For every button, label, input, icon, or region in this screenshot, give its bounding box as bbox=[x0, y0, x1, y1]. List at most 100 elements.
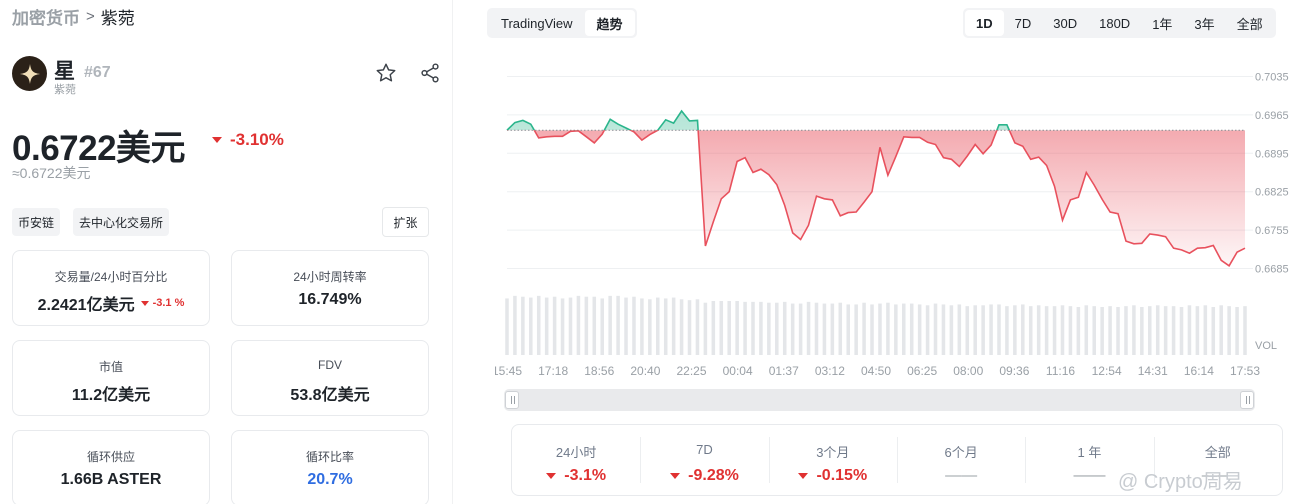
volume-bar bbox=[830, 303, 835, 355]
range-all[interactable]: 全部 bbox=[1236, 16, 1263, 32]
star-logo-icon bbox=[12, 56, 47, 91]
volume-bar bbox=[822, 303, 827, 355]
range-30d[interactable]: 30D bbox=[1053, 15, 1078, 31]
volume-bar bbox=[997, 304, 1001, 355]
volume-bar bbox=[1187, 305, 1192, 355]
volume-bar bbox=[1227, 306, 1231, 355]
volume-bar bbox=[656, 297, 660, 355]
range-1y[interactable]: 1年 bbox=[1152, 16, 1173, 32]
y-tick-label: 0.6895 bbox=[1255, 148, 1289, 160]
breadcrumb: 加密货币 > 紫菀 bbox=[12, 4, 135, 29]
volume-bar bbox=[965, 306, 970, 355]
price-line-down bbox=[507, 130, 1246, 267]
x-tick-label: 09:36 bbox=[999, 364, 1029, 378]
stat-value-row: 2.2421亿美元 -3.1 % bbox=[13, 291, 209, 315]
price-chart[interactable]: 0.7035 0.6965 0.6895 0.6825 0.6755 0.6685 VOL 1… bbox=[495, 55, 1300, 385]
watermark: @ Crypto周易 bbox=[1118, 465, 1243, 494]
stat-change: -3.1 % bbox=[140, 297, 184, 309]
range-handle-right[interactable] bbox=[1240, 391, 1254, 409]
volume-bar bbox=[1052, 306, 1057, 355]
chevron-right-icon: > bbox=[86, 8, 95, 25]
favorite-star-icon[interactable] bbox=[375, 62, 397, 84]
volume-bar bbox=[933, 303, 938, 355]
volume-bar bbox=[1100, 307, 1104, 355]
x-tick-label: 08:00 bbox=[953, 364, 983, 378]
stat-value: 1.66B ASTER bbox=[60, 471, 162, 488]
range-1d[interactable]: 1D bbox=[965, 10, 1004, 36]
volume-bar bbox=[552, 296, 557, 355]
volume-bar bbox=[846, 304, 850, 355]
chart-range-scrollbar[interactable] bbox=[504, 389, 1255, 411]
volume-bar bbox=[759, 301, 763, 355]
stat-value: 53.8亿美元 bbox=[290, 387, 370, 404]
share-icon[interactable] bbox=[419, 62, 441, 84]
volume-bar bbox=[925, 305, 930, 355]
area-fill-down bbox=[534, 130, 1245, 266]
volume-bar bbox=[854, 304, 858, 355]
down-arrow-icon bbox=[140, 300, 149, 306]
volume-bar bbox=[632, 296, 636, 355]
volume-bar bbox=[941, 304, 946, 355]
x-tick-label: 22:25 bbox=[676, 364, 706, 378]
volume-bar bbox=[1179, 307, 1184, 355]
stat-value: 16.749% bbox=[298, 291, 362, 308]
volume-bar bbox=[727, 301, 731, 355]
tab-tradingview[interactable]: TradingView bbox=[501, 15, 573, 31]
range-handle-left[interactable] bbox=[505, 391, 519, 409]
coin-subname: 紫菀 bbox=[54, 84, 76, 96]
down-arrow-icon bbox=[670, 473, 681, 479]
x-tick-label: 16:14 bbox=[1184, 364, 1214, 378]
volume-bar bbox=[735, 301, 739, 355]
perf-value: —— bbox=[1073, 467, 1106, 484]
range-7d[interactable]: 7D bbox=[1014, 15, 1032, 31]
volume-bar bbox=[576, 295, 581, 355]
volume-bar bbox=[513, 295, 517, 355]
down-arrow-icon bbox=[546, 473, 557, 479]
stat-label: 交易量/24小时百分比 bbox=[54, 270, 168, 284]
volume-bar bbox=[743, 301, 747, 355]
coin-name: 星 bbox=[54, 60, 75, 83]
range-180d[interactable]: 180D bbox=[1099, 15, 1131, 31]
volume-bar bbox=[529, 297, 533, 355]
x-tick-label: 06:25 bbox=[907, 364, 937, 378]
stat-card-turnover: 24小时周转率 16.749% bbox=[231, 250, 429, 326]
perf-value: —— bbox=[945, 467, 978, 484]
y-tick-label: 0.6825 bbox=[1255, 187, 1289, 199]
volume-bar bbox=[521, 296, 525, 355]
range-3y[interactable]: 3年 bbox=[1194, 16, 1215, 32]
volume-bar bbox=[1235, 307, 1239, 355]
y-tick-label: 0.6965 bbox=[1255, 110, 1289, 122]
perf-value-row: -3.1% bbox=[512, 467, 640, 485]
stat-label: 市值 bbox=[98, 360, 123, 374]
price-change: -3.10% bbox=[212, 130, 284, 150]
volume-bar bbox=[560, 298, 565, 355]
tab-trend[interactable]: 趋势 bbox=[584, 10, 635, 36]
coin-overview-panel: 加密货币 > 紫菀 星 紫菀 #67 0.6722美元 -3.10% ≈0.67… bbox=[0, 0, 452, 504]
volume-bar bbox=[1132, 305, 1136, 355]
stat-card-market-cap: 市值 11.2亿美元 bbox=[12, 340, 210, 416]
volume-bar bbox=[909, 303, 914, 355]
volume-bar bbox=[648, 299, 652, 355]
perf-label: 7D bbox=[696, 442, 713, 457]
tag-chain[interactable]: 币安链 bbox=[12, 208, 61, 236]
x-tick-label: 17:53 bbox=[1230, 364, 1260, 378]
volume-bar bbox=[1013, 305, 1017, 355]
perf-cell-7d: 7D -9.28% bbox=[640, 425, 768, 495]
watermark-text: @ Crypto周易 bbox=[1118, 471, 1243, 493]
volume-bar bbox=[989, 304, 993, 355]
price-change-value: -3.10% bbox=[230, 130, 284, 149]
volume-bar bbox=[1203, 305, 1208, 355]
volume-bar bbox=[806, 301, 811, 355]
perf-cell-3m: 3个月 -0.15% bbox=[768, 425, 897, 495]
tag-category[interactable]: 去中心化交易所 bbox=[73, 208, 170, 236]
x-tick-label: 14:31 bbox=[1138, 364, 1168, 378]
volume-bar bbox=[1219, 305, 1223, 355]
volume-bar bbox=[608, 295, 612, 355]
expand-button[interactable]: 扩张 bbox=[382, 207, 429, 237]
volume-bar bbox=[592, 296, 597, 355]
x-tick-label: 18:56 bbox=[584, 364, 614, 378]
breadcrumb-crypto-link[interactable]: 加密货币 bbox=[12, 9, 80, 28]
volume-bar bbox=[1155, 305, 1160, 355]
perf-label: 1 年 bbox=[1077, 445, 1102, 460]
volume-bar bbox=[1243, 306, 1247, 355]
